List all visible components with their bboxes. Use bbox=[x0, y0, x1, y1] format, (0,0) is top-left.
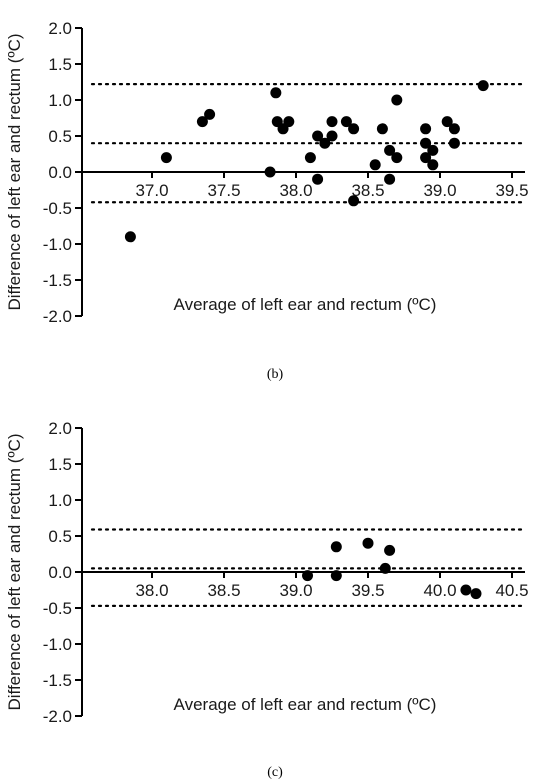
data-point bbox=[420, 123, 432, 135]
x-tick-label: 38.0 bbox=[135, 581, 168, 600]
y-tick-label: -0.5 bbox=[43, 599, 72, 618]
y-tick-label: -0.5 bbox=[43, 199, 72, 218]
data-point bbox=[391, 152, 403, 164]
data-point bbox=[283, 116, 295, 128]
y-tick-label: 1.0 bbox=[48, 491, 72, 510]
x-tick-label: 39.0 bbox=[423, 181, 456, 200]
data-point bbox=[384, 173, 396, 185]
data-point bbox=[448, 123, 460, 135]
data-points bbox=[302, 537, 482, 600]
data-points bbox=[124, 80, 489, 243]
y-tick-label: 1.0 bbox=[48, 91, 72, 110]
data-point bbox=[319, 137, 331, 149]
data-point bbox=[330, 570, 342, 582]
data-point bbox=[441, 116, 453, 128]
y-tick-label: -2.0 bbox=[43, 307, 72, 326]
data-point bbox=[204, 108, 216, 120]
x-tick-label: 39.5 bbox=[495, 181, 528, 200]
data-point bbox=[264, 166, 276, 178]
x-tick-label: 38.5 bbox=[207, 581, 240, 600]
data-point bbox=[379, 562, 391, 574]
y-tick-label: -2.0 bbox=[43, 707, 72, 726]
data-point bbox=[384, 544, 396, 556]
data-point bbox=[312, 130, 324, 142]
data-point bbox=[326, 130, 338, 142]
data-point bbox=[362, 537, 374, 549]
data-point bbox=[369, 159, 381, 171]
y-tick-label: 0.5 bbox=[48, 527, 72, 546]
chart-panel-c: 2.0 1.5 1.0 0.5 0.0 -0.5 -1.0 -1.5 -2.0 38.0 38.5… bbox=[5, 419, 529, 780]
reference-lines bbox=[90, 83, 527, 204]
y-tick-label: 1.5 bbox=[48, 55, 72, 74]
y-tick-label: -1.0 bbox=[43, 635, 72, 654]
x-axis-title: Average of left ear and rectum (ºC) bbox=[174, 295, 437, 314]
data-point bbox=[420, 152, 432, 164]
data-point bbox=[270, 87, 282, 99]
reference-lines bbox=[90, 528, 527, 607]
data-point bbox=[340, 116, 352, 128]
y-tick-group: 2.0 1.5 1.0 0.5 0.0 -0.5 -1.0 -1.5 -2.0 bbox=[43, 19, 82, 326]
y-tick-label: 0.0 bbox=[48, 563, 72, 582]
x-tick-label: 37.5 bbox=[207, 181, 240, 200]
y-axis-title: Difference of left ear and rectum (ºC) bbox=[5, 433, 24, 710]
y-tick-label: -1.5 bbox=[43, 271, 72, 290]
data-point bbox=[302, 570, 314, 582]
data-point bbox=[304, 152, 316, 164]
chart-panel-b: 2.0 1.5 1.0 0.5 0.0 -0.5 -1.0 -1.5 -2.0 37.0 37.5… bbox=[5, 19, 529, 382]
data-point bbox=[470, 588, 482, 600]
x-tick-label: 38.0 bbox=[279, 181, 312, 200]
x-tick-label: 37.0 bbox=[135, 181, 168, 200]
y-tick-label: -1.0 bbox=[43, 235, 72, 254]
data-point bbox=[160, 152, 172, 164]
x-tick-label: 38.5 bbox=[351, 181, 384, 200]
x-tick-group: 38.0 38.5 39.0 39.5 40.0 40.5 bbox=[135, 572, 529, 600]
data-point bbox=[196, 116, 208, 128]
data-point bbox=[312, 173, 324, 185]
y-tick-label: 2.0 bbox=[48, 419, 72, 438]
y-tick-label: 2.0 bbox=[48, 19, 72, 38]
y-tick-label: 0.5 bbox=[48, 127, 72, 146]
data-point bbox=[391, 94, 403, 106]
y-tick-label: 1.5 bbox=[48, 455, 72, 474]
data-point bbox=[376, 123, 388, 135]
data-point bbox=[330, 541, 342, 553]
y-axis-title: Difference of left ear and rectum (ºC) bbox=[5, 33, 24, 310]
data-point bbox=[427, 159, 439, 171]
data-point bbox=[384, 144, 396, 156]
data-point bbox=[460, 584, 472, 596]
x-tick-group: 37.0 37.5 38.0 38.5 39.0 39.5 bbox=[135, 172, 529, 200]
data-point bbox=[448, 137, 460, 149]
data-point bbox=[348, 195, 360, 207]
data-point bbox=[477, 80, 489, 92]
data-point bbox=[420, 137, 432, 149]
data-point bbox=[348, 123, 360, 135]
panel-label: (b) bbox=[267, 367, 284, 382]
x-axis-title: Average of left ear and rectum (ºC) bbox=[174, 695, 437, 714]
data-point bbox=[427, 144, 439, 156]
x-tick-label: 40.5 bbox=[495, 581, 528, 600]
data-point bbox=[326, 116, 338, 128]
y-tick-group: 2.0 1.5 1.0 0.5 0.0 -0.5 -1.0 -1.5 -2.0 bbox=[43, 419, 82, 726]
y-tick-label: -1.5 bbox=[43, 671, 72, 690]
x-tick-label: 40.0 bbox=[423, 581, 456, 600]
data-point bbox=[124, 231, 136, 243]
y-tick-label: 0.0 bbox=[48, 163, 72, 182]
x-tick-label: 39.5 bbox=[351, 581, 384, 600]
panel-label: (c) bbox=[267, 765, 283, 780]
x-tick-label: 39.0 bbox=[279, 581, 312, 600]
